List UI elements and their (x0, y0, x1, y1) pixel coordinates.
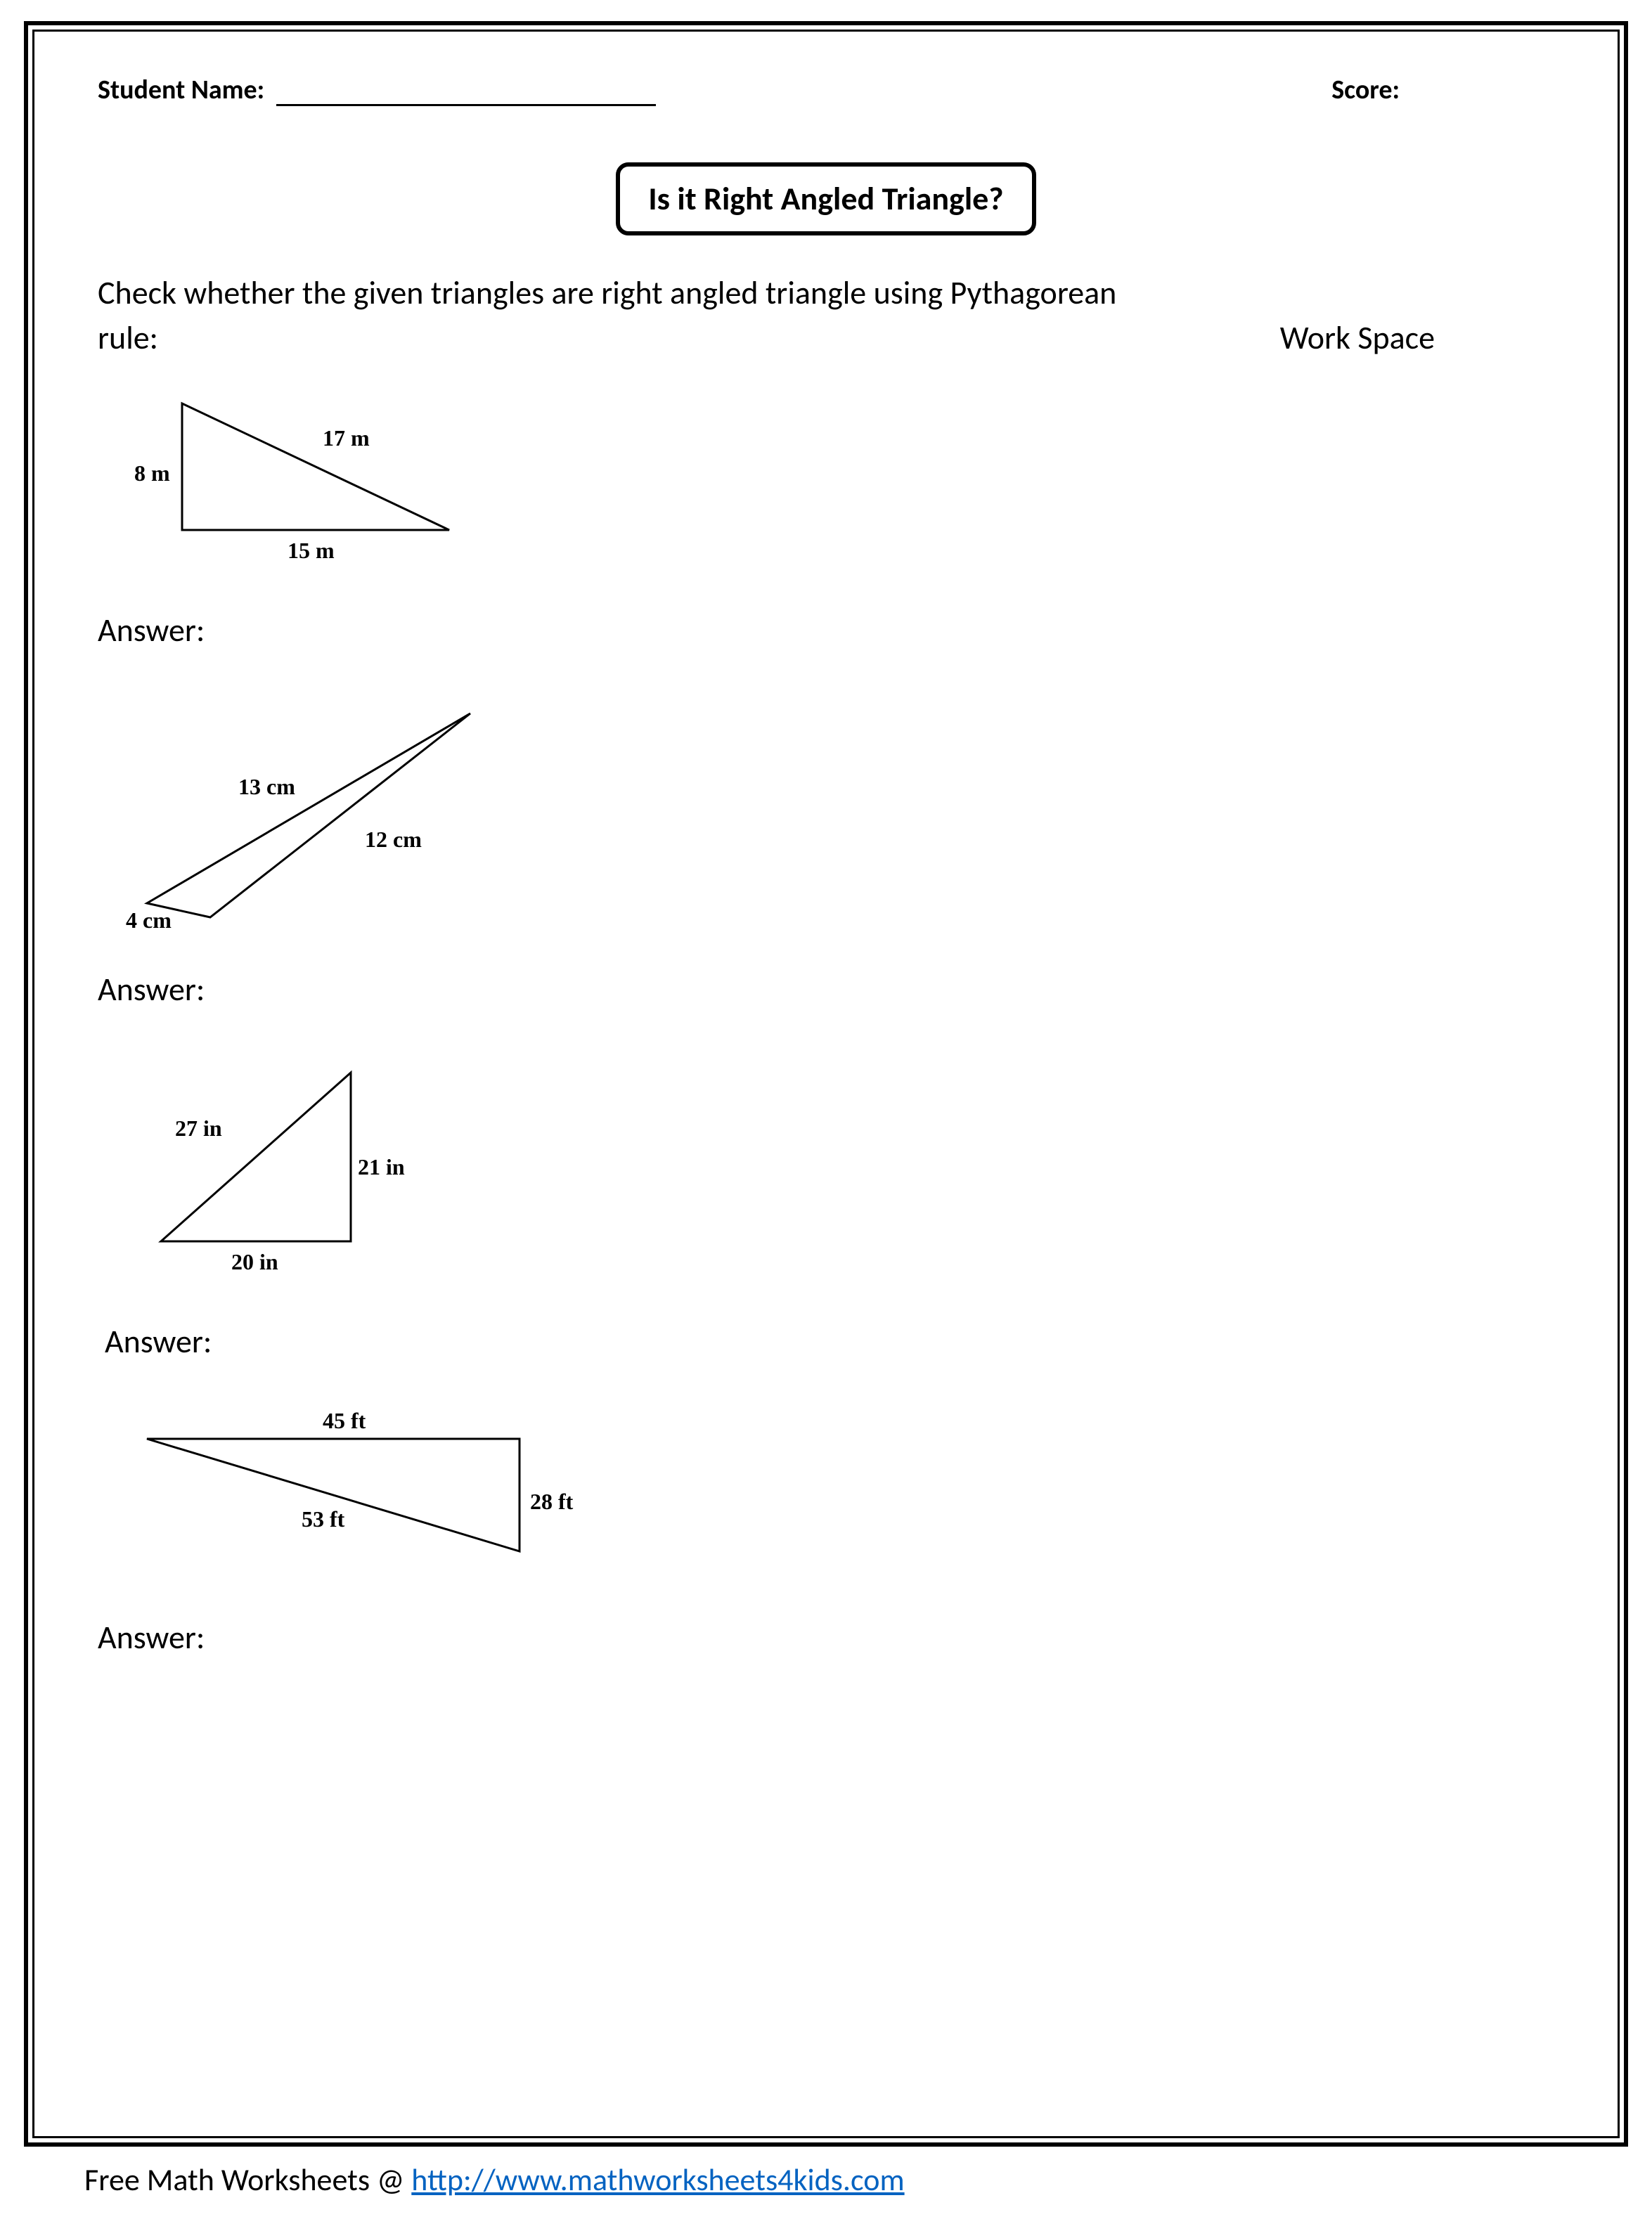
triangle-3-side-b: 21 in (358, 1154, 405, 1179)
answer-label-3: Answer: (105, 1322, 1554, 1362)
workspace-label: Work Space (1280, 316, 1435, 361)
worksheet-inner-border: Student Name: Score: Is it Right Angled … (32, 30, 1620, 2138)
answer-label-2: Answer: (98, 970, 1554, 1009)
triangle-1-side-a: 8 m (134, 460, 170, 486)
instruction-line1: Check whether the given triangles are ri… (98, 271, 1554, 316)
student-name-line[interactable] (276, 104, 656, 106)
worksheet-outer-border: Student Name: Score: Is it Right Angled … (24, 21, 1628, 2147)
footer-prefix: Free Math Worksheets @ (84, 2161, 411, 2199)
triangle-4: 45 ft 28 ft 53 ft (126, 1404, 583, 1579)
header-row: Student Name: Score: (98, 74, 1554, 106)
footer-link[interactable]: http://www.mathworksheets4kids.com (411, 2161, 904, 2199)
triangle-4-side-b: 28 ft (530, 1489, 574, 1514)
score-label: Score: (1331, 74, 1400, 106)
triangle-4-side-c: 53 ft (302, 1506, 345, 1532)
triangle-1-side-b: 17 m (323, 425, 370, 451)
problem-4: 45 ft 28 ft 53 ft Answer: (98, 1404, 1554, 1657)
triangle-1: 8 m 17 m 15 m (126, 389, 477, 572)
triangle-3-side-c: 20 in (231, 1249, 278, 1274)
triangle-4-side-a: 45 ft (323, 1408, 366, 1433)
answer-label-4: Answer: (98, 1618, 1554, 1657)
triangle-3: 27 in 21 in 20 in (126, 1052, 428, 1283)
problem-2: 13 cm 12 cm 4 cm Answer: (98, 692, 1554, 1009)
triangle-2: 13 cm 12 cm 4 cm (126, 692, 491, 931)
triangle-2-side-c: 4 cm (126, 907, 172, 931)
triangle-2-side-a: 13 cm (238, 774, 295, 799)
problem-3: 27 in 21 in 20 in Answer: (98, 1052, 1554, 1362)
triangle-2-side-b: 12 cm (365, 827, 422, 852)
triangle-1-side-c: 15 m (288, 538, 335, 563)
footer: Free Math Worksheets @ http://www.mathwo… (84, 2161, 1652, 2199)
student-name-field: Student Name: (98, 74, 656, 106)
instruction-text: Check whether the given triangles are ri… (98, 271, 1554, 361)
triangle-3-side-a: 27 in (175, 1116, 222, 1141)
instruction-line2: rule: (98, 318, 158, 358)
worksheet-title: Is it Right Angled Triangle? (616, 162, 1035, 235)
problem-1: 8 m 17 m 15 m Answer: (98, 389, 1554, 650)
answer-label-1: Answer: (98, 611, 1554, 650)
student-name-label: Student Name: (98, 74, 264, 106)
